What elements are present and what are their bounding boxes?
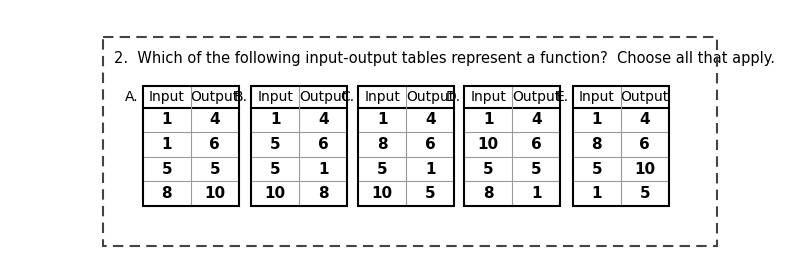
Text: C.: C. [340,90,354,104]
Text: 8: 8 [591,137,602,152]
Text: 10: 10 [371,186,393,201]
Text: 4: 4 [531,112,542,127]
Text: 5: 5 [270,162,281,177]
Text: 5: 5 [210,162,220,177]
Text: 5: 5 [377,162,387,177]
Text: 5: 5 [483,162,494,177]
Text: 1: 1 [531,186,542,201]
Text: Input: Input [470,90,506,104]
Text: A.: A. [125,90,138,104]
Bar [142,86,238,206]
Text: Output: Output [621,90,669,104]
Text: 10: 10 [265,186,286,201]
Text: 1: 1 [425,162,435,177]
Text: 5: 5 [531,162,542,177]
Text: 5: 5 [425,186,435,201]
Bar [573,86,669,206]
Bar [358,86,454,206]
Text: 1: 1 [162,137,172,152]
Text: 10: 10 [478,137,499,152]
Text: 1: 1 [162,112,172,127]
Text: 4: 4 [639,112,650,127]
Text: 5: 5 [162,162,172,177]
Text: 4: 4 [425,112,435,127]
Text: 8: 8 [162,186,172,201]
Text: 4: 4 [210,112,220,127]
Text: Input: Input [149,90,185,104]
Text: 6: 6 [639,137,650,152]
Text: 5: 5 [270,137,281,152]
Text: E.: E. [556,90,569,104]
Text: 1: 1 [270,112,280,127]
Text: D.: D. [446,90,460,104]
Bar [251,86,347,206]
Text: 1: 1 [377,112,387,127]
Text: 8: 8 [483,186,494,201]
Text: B.: B. [234,90,247,104]
Text: 1: 1 [318,162,329,177]
Text: 6: 6 [425,137,435,152]
Bar [464,86,560,206]
Text: Input: Input [364,90,400,104]
Text: Output: Output [512,90,561,104]
Text: 1: 1 [483,112,494,127]
Text: Output: Output [299,90,347,104]
Text: 4: 4 [318,112,329,127]
Text: 5: 5 [639,186,650,201]
Text: 6: 6 [531,137,542,152]
Text: 8: 8 [318,186,329,201]
Text: 10: 10 [634,162,655,177]
Text: 10: 10 [204,186,226,201]
Text: 1: 1 [591,112,602,127]
Text: 1: 1 [591,186,602,201]
Text: Input: Input [258,90,293,104]
Text: 2.  Which of the following input-output tables represent a function?  Choose all: 2. Which of the following input-output t… [114,50,775,66]
Text: Output: Output [190,90,239,104]
Text: Input: Input [579,90,614,104]
Text: 8: 8 [377,137,387,152]
Text: 6: 6 [210,137,220,152]
Text: 5: 5 [591,162,602,177]
Text: Output: Output [406,90,454,104]
Text: 6: 6 [318,137,329,152]
